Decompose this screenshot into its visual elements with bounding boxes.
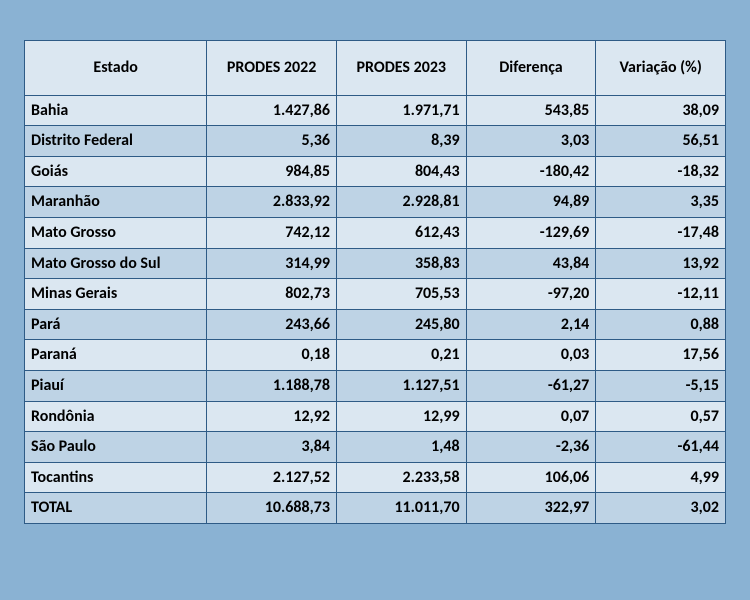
cell-var: 0,57 xyxy=(596,401,726,432)
cell-p2023: 2.928,81 xyxy=(336,187,466,218)
table-row: Pará243,66245,802,140,88 xyxy=(25,309,726,340)
cell-p2023: 1.971,71 xyxy=(336,95,466,126)
cell-p2023: 245,80 xyxy=(336,309,466,340)
cell-var: 3,35 xyxy=(596,187,726,218)
table-row: Mato Grosso do Sul314,99358,8343,8413,92 xyxy=(25,248,726,279)
cell-estado: Minas Gerais xyxy=(25,279,207,310)
cell-dif: 106,06 xyxy=(466,462,596,493)
cell-dif: -129,69 xyxy=(466,217,596,248)
table-row: São Paulo3,841,48-2,36-61,44 xyxy=(25,432,726,463)
cell-var: 13,92 xyxy=(596,248,726,279)
cell-estado: Goiás xyxy=(25,156,207,187)
cell-var: -5,15 xyxy=(596,370,726,401)
cell-var: -61,44 xyxy=(596,432,726,463)
cell-var: 38,09 xyxy=(596,95,726,126)
cell-var: 56,51 xyxy=(596,126,726,157)
cell-dif: 0,07 xyxy=(466,401,596,432)
cell-p2022: 10.688,73 xyxy=(207,493,337,524)
cell-p2023: 0,21 xyxy=(336,340,466,371)
table-row: Distrito Federal5,368,393,0356,51 xyxy=(25,126,726,157)
cell-estado: Mato Grosso do Sul xyxy=(25,248,207,279)
cell-p2023: 1.127,51 xyxy=(336,370,466,401)
cell-var: -17,48 xyxy=(596,217,726,248)
cell-dif: 3,03 xyxy=(466,126,596,157)
cell-p2023: 804,43 xyxy=(336,156,466,187)
cell-p2022: 2.833,92 xyxy=(207,187,337,218)
cell-p2023: 1,48 xyxy=(336,432,466,463)
table-row: Paraná0,180,210,0317,56 xyxy=(25,340,726,371)
cell-dif: 0,03 xyxy=(466,340,596,371)
col-header-prodes2022: PRODES 2022 xyxy=(207,41,337,96)
cell-estado: Tocantins xyxy=(25,462,207,493)
cell-p2023: 705,53 xyxy=(336,279,466,310)
col-header-variacao: Variação (%) xyxy=(596,41,726,96)
cell-estado: Mato Grosso xyxy=(25,217,207,248)
table-row: Tocantins2.127,522.233,58106,064,99 xyxy=(25,462,726,493)
cell-p2023: 11.011,70 xyxy=(336,493,466,524)
table-total-row: TOTAL10.688,7311.011,70322,973,02 xyxy=(25,493,726,524)
cell-p2023: 2.233,58 xyxy=(336,462,466,493)
cell-dif: 543,85 xyxy=(466,95,596,126)
cell-p2022: 742,12 xyxy=(207,217,337,248)
table-row: Mato Grosso742,12612,43-129,69-17,48 xyxy=(25,217,726,248)
cell-estado: Distrito Federal xyxy=(25,126,207,157)
cell-dif: -97,20 xyxy=(466,279,596,310)
table-row: Piauí1.188,781.127,51-61,27-5,15 xyxy=(25,370,726,401)
cell-p2022: 243,66 xyxy=(207,309,337,340)
cell-var: -18,32 xyxy=(596,156,726,187)
cell-dif: 2,14 xyxy=(466,309,596,340)
cell-dif: -180,42 xyxy=(466,156,596,187)
cell-p2022: 1.188,78 xyxy=(207,370,337,401)
page-background: Estado PRODES 2022 PRODES 2023 Diferença… xyxy=(0,0,750,600)
cell-estado: Maranhão xyxy=(25,187,207,218)
cell-p2022: 1.427,86 xyxy=(207,95,337,126)
cell-estado: Rondônia xyxy=(25,401,207,432)
cell-var: 17,56 xyxy=(596,340,726,371)
table-header-row: Estado PRODES 2022 PRODES 2023 Diferença… xyxy=(25,41,726,96)
cell-estado: Piauí xyxy=(25,370,207,401)
cell-dif: -2,36 xyxy=(466,432,596,463)
table-row: Goiás984,85804,43-180,42-18,32 xyxy=(25,156,726,187)
table-body: Bahia1.427,861.971,71543,8538,09Distrito… xyxy=(25,95,726,523)
cell-p2022: 2.127,52 xyxy=(207,462,337,493)
cell-estado: Bahia xyxy=(25,95,207,126)
cell-p2022: 3,84 xyxy=(207,432,337,463)
cell-p2022: 5,36 xyxy=(207,126,337,157)
cell-var: 4,99 xyxy=(596,462,726,493)
table-row: Bahia1.427,861.971,71543,8538,09 xyxy=(25,95,726,126)
table-row: Minas Gerais802,73705,53-97,20-12,11 xyxy=(25,279,726,310)
col-header-prodes2023: PRODES 2023 xyxy=(336,41,466,96)
cell-p2023: 8,39 xyxy=(336,126,466,157)
cell-dif: 322,97 xyxy=(466,493,596,524)
cell-dif: 43,84 xyxy=(466,248,596,279)
cell-dif: 94,89 xyxy=(466,187,596,218)
cell-p2023: 612,43 xyxy=(336,217,466,248)
cell-p2022: 984,85 xyxy=(207,156,337,187)
cell-p2022: 12,92 xyxy=(207,401,337,432)
col-header-diferenca: Diferença xyxy=(466,41,596,96)
cell-p2022: 314,99 xyxy=(207,248,337,279)
cell-var: 3,02 xyxy=(596,493,726,524)
cell-dif: -61,27 xyxy=(466,370,596,401)
cell-p2022: 0,18 xyxy=(207,340,337,371)
cell-var: 0,88 xyxy=(596,309,726,340)
cell-p2022: 802,73 xyxy=(207,279,337,310)
cell-var: -12,11 xyxy=(596,279,726,310)
cell-estado: TOTAL xyxy=(25,493,207,524)
prodes-table: Estado PRODES 2022 PRODES 2023 Diferença… xyxy=(24,40,726,524)
table-row: Rondônia12,9212,990,070,57 xyxy=(25,401,726,432)
table-row: Maranhão2.833,922.928,8194,893,35 xyxy=(25,187,726,218)
cell-p2023: 12,99 xyxy=(336,401,466,432)
cell-p2023: 358,83 xyxy=(336,248,466,279)
col-header-estado: Estado xyxy=(25,41,207,96)
cell-estado: São Paulo xyxy=(25,432,207,463)
cell-estado: Paraná xyxy=(25,340,207,371)
cell-estado: Pará xyxy=(25,309,207,340)
